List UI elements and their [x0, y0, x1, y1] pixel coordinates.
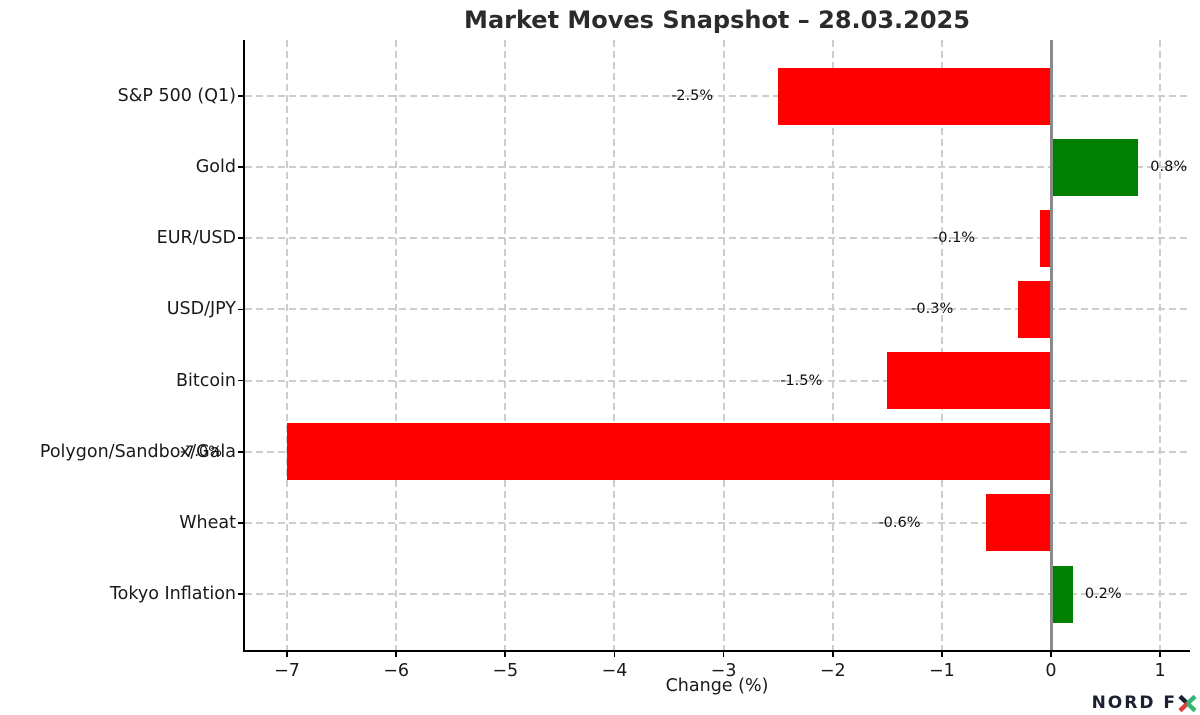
y-axis-spine — [243, 40, 245, 652]
y-tick-mark — [238, 237, 246, 240]
horizontal-gridline — [245, 593, 1190, 595]
vertical-gridline — [722, 40, 725, 650]
x-tick-mark — [940, 650, 943, 657]
category-label: Gold — [195, 157, 236, 178]
category-label: Tokyo Inflation — [109, 584, 236, 604]
brand-logo-x-icon — [1178, 694, 1197, 712]
bar-value-label: -7.0% — [179, 443, 223, 460]
bar — [1040, 209, 1051, 267]
y-tick-mark — [238, 450, 246, 453]
x-tick-mark — [831, 650, 834, 657]
horizontal-gridline — [245, 379, 1190, 382]
horizontal-gridline — [245, 166, 1190, 169]
bar — [1051, 565, 1073, 623]
bar-value-label: 0.8% — [1150, 159, 1188, 176]
x-tick-mark — [1050, 650, 1052, 657]
brand-logo-text: NORD F — [1091, 693, 1177, 713]
x-axis-title: Change (%) — [665, 676, 769, 696]
x-tick-label: 0 — [1045, 661, 1057, 681]
category-label: Wheat — [179, 512, 236, 533]
brand-logo: NORD F — [1092, 693, 1197, 713]
y-tick-mark — [238, 593, 246, 595]
bar — [985, 494, 1051, 552]
x-tick-label: −6 — [383, 661, 410, 681]
x-tick-mark — [504, 650, 507, 657]
x-tick-label: −2 — [819, 661, 846, 681]
x-tick-mark — [286, 650, 288, 657]
y-tick-mark — [238, 166, 246, 169]
x-tick-label: 1 — [1154, 661, 1166, 681]
horizontal-gridline — [245, 237, 1190, 240]
bar — [778, 67, 1051, 125]
x-tick-label: −5 — [492, 661, 519, 681]
x-axis-spine — [243, 650, 1190, 652]
category-label: S&P 500 (Q1) — [117, 86, 236, 106]
x-tick-label: −1 — [928, 661, 955, 681]
category-label: USD/JPY — [166, 299, 236, 320]
x-tick-mark — [395, 650, 398, 657]
x-tick-label: −3 — [710, 661, 737, 681]
vertical-gridline — [286, 40, 289, 650]
bar-value-label: -0.1% — [933, 230, 976, 247]
chart-title: Market Moves Snapshot – 28.03.2025 — [464, 6, 970, 34]
y-tick-mark — [238, 521, 246, 524]
bar-value-label: 0.2% — [1084, 586, 1122, 602]
x-tick-label: −4 — [601, 661, 628, 681]
y-tick-mark — [238, 95, 246, 97]
vertical-gridline — [504, 40, 507, 650]
bar-value-label: -0.6% — [878, 514, 921, 531]
y-tick-mark — [238, 308, 246, 311]
bar-value-label: -1.5% — [780, 372, 823, 389]
horizontal-gridline — [245, 95, 1190, 97]
vertical-gridline — [613, 40, 616, 650]
vertical-gridline — [1159, 40, 1162, 650]
bar — [887, 352, 1051, 410]
bar — [1018, 280, 1051, 338]
vertical-gridline — [831, 40, 834, 650]
bar-value-label: -0.3% — [911, 301, 954, 318]
zero-line — [1049, 40, 1053, 650]
bar — [1051, 138, 1139, 196]
vertical-gridline — [395, 40, 398, 650]
category-label: EUR/USD — [156, 228, 236, 249]
bar — [287, 423, 1051, 481]
x-tick-mark — [1159, 650, 1162, 657]
x-tick-label: −7 — [274, 661, 300, 681]
category-label: Bitcoin — [175, 370, 236, 391]
horizontal-gridline — [245, 308, 1190, 311]
y-tick-mark — [238, 379, 246, 382]
category-label: Polygon/Sandbox/Gala — [39, 441, 236, 462]
bar-value-label: -2.5% — [671, 88, 714, 104]
horizontal-gridline — [245, 521, 1190, 524]
x-tick-mark — [613, 650, 616, 657]
vertical-gridline — [940, 40, 943, 650]
x-tick-mark — [722, 650, 725, 657]
